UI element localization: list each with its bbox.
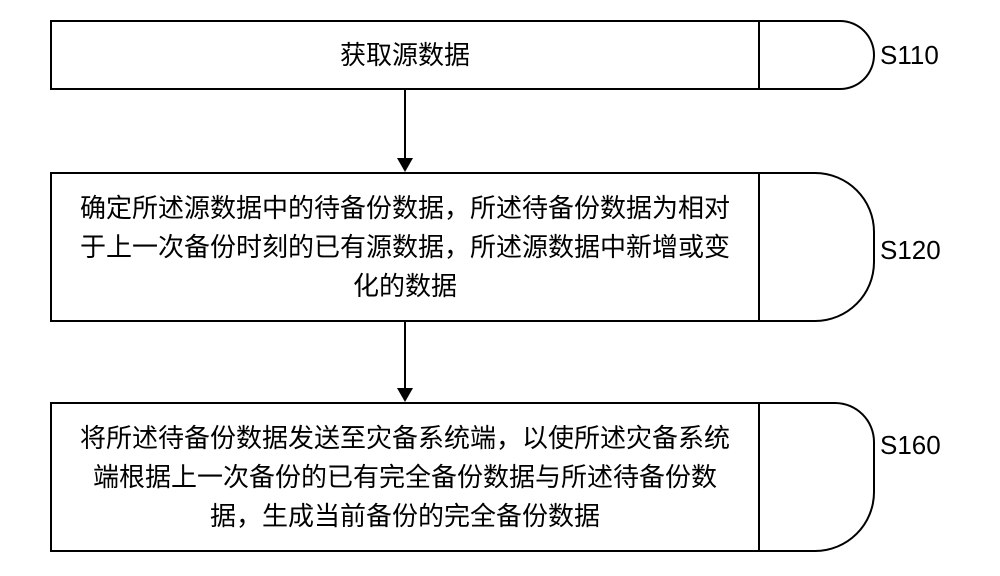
callout-curve-2-top xyxy=(760,172,875,247)
edge-2-3 xyxy=(404,322,406,388)
node-2-text: 确定所述源数据中的待备份数据，所述待备份数据为相对于上一次备份时刻的已有源数据，… xyxy=(72,189,738,306)
arrowhead-1-2 xyxy=(397,158,413,172)
flowchart-node-1: 获取源数据 xyxy=(50,20,760,90)
label-s110: S110 xyxy=(880,40,939,71)
arrowhead-2-3 xyxy=(397,388,413,402)
node-1-text: 获取源数据 xyxy=(340,36,470,75)
flowchart-node-2: 确定所述源数据中的待备份数据，所述待备份数据为相对于上一次备份时刻的已有源数据，… xyxy=(50,172,760,322)
label-s120: S120 xyxy=(880,235,941,266)
edge-1-2 xyxy=(404,90,406,158)
callout-curve-1-bot xyxy=(760,55,875,90)
callout-curve-2-bot xyxy=(760,247,875,322)
callout-curve-3-top xyxy=(760,402,875,442)
callout-curve-1-top xyxy=(760,20,875,55)
flowchart-node-3: 将所述待备份数据发送至灾备系统端，以使所述灾备系统端根据上一次备份的已有完全备份… xyxy=(50,402,760,552)
node-3-text: 将所述待备份数据发送至灾备系统端，以使所述灾备系统端根据上一次备份的已有完全备份… xyxy=(72,419,738,536)
callout-curve-3-bot xyxy=(760,442,875,552)
label-s160: S160 xyxy=(880,430,941,461)
